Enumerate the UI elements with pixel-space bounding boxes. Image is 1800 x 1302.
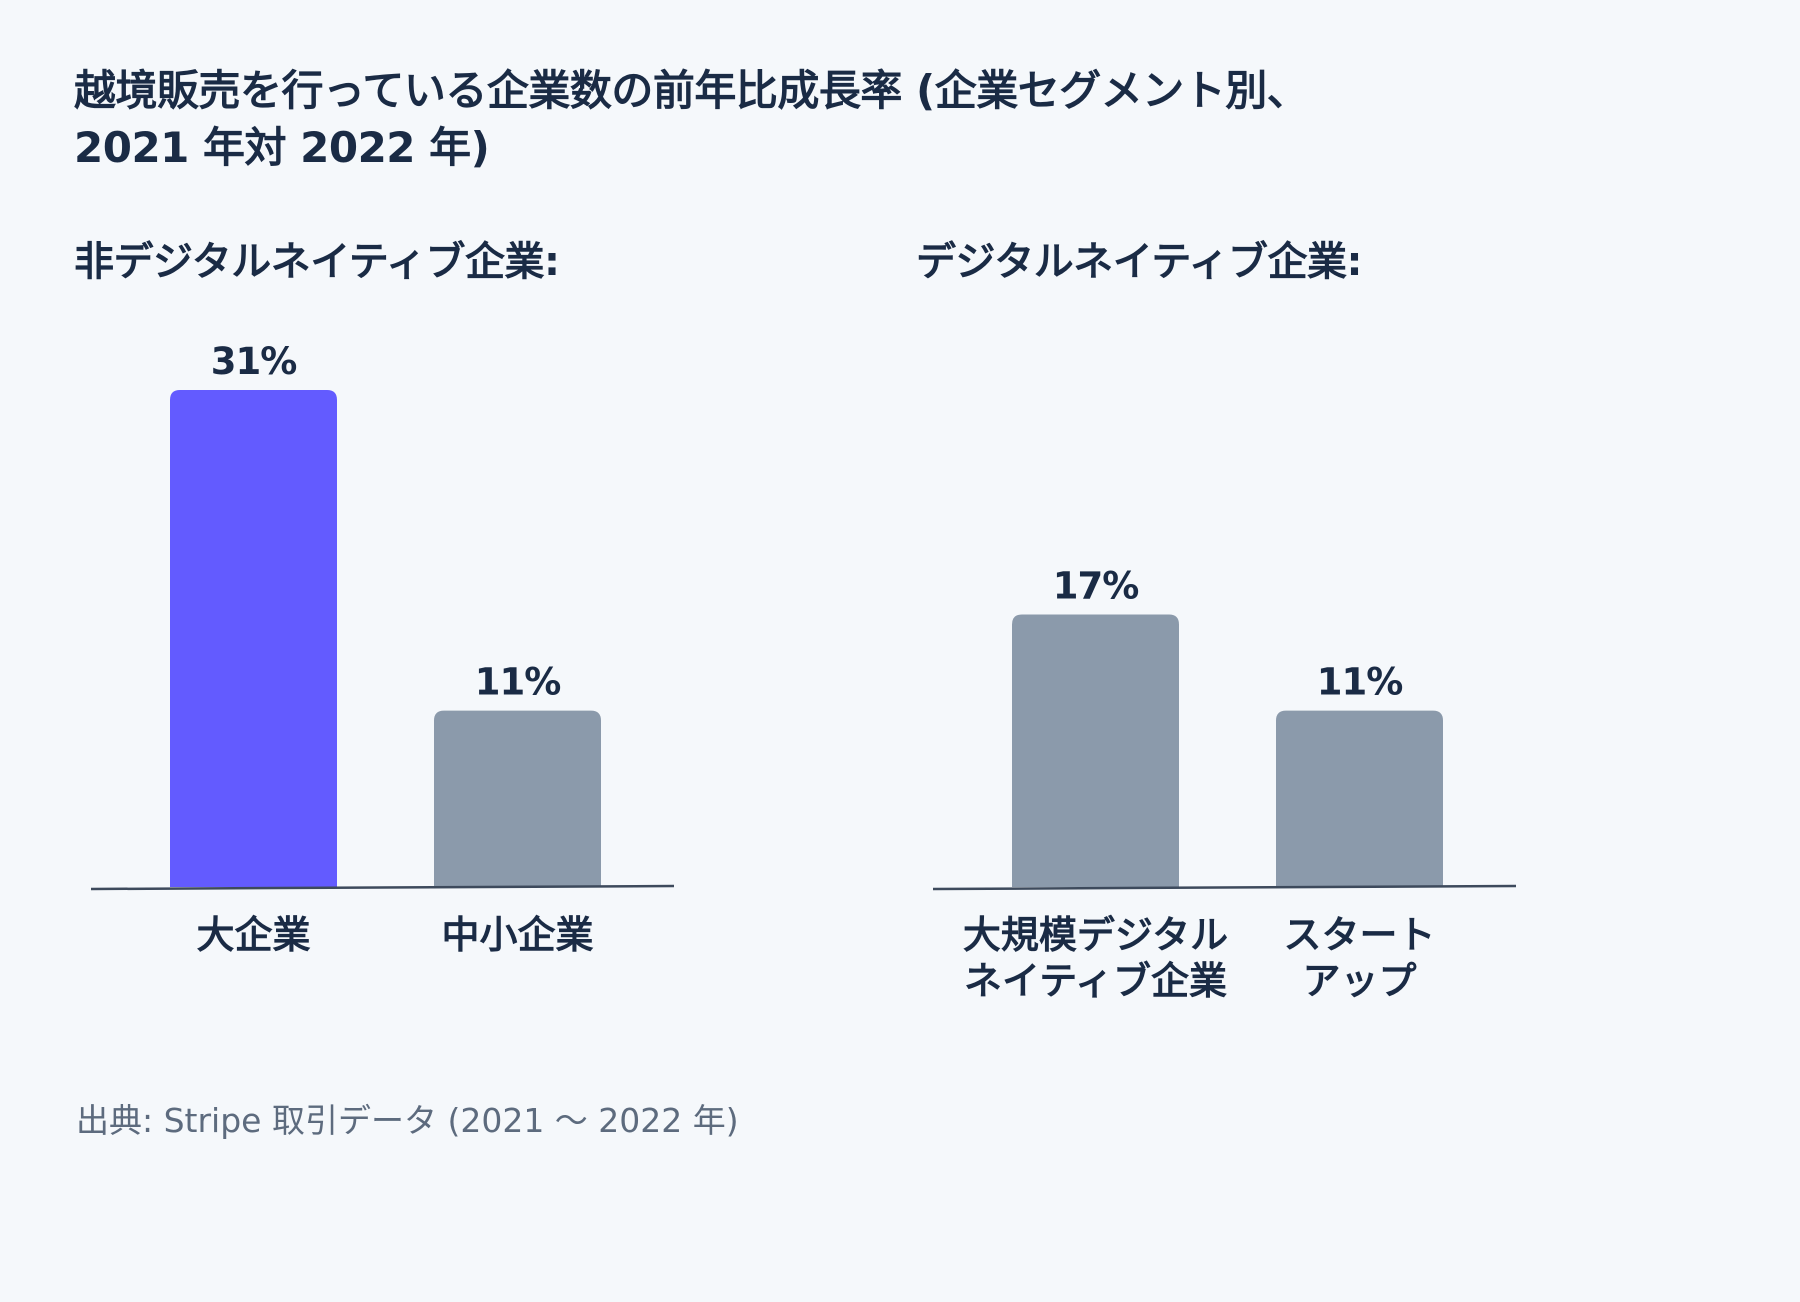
category-label-1-2: 中小企業 bbox=[441, 913, 593, 957]
chart-panel-1: 31% 大企業 11% 中小企業 bbox=[90, 340, 675, 957]
chart-title-line-2: 2021 年対 2022 年) bbox=[74, 123, 490, 172]
source-note: 出典: Stripe 取引データ (2021 ～ 2022 年) bbox=[76, 1101, 739, 1140]
bar-value-label-2-1: 17% bbox=[1053, 564, 1139, 607]
chart-title: 越境販売を行っている企業数の前年比成長率 (企業セグメント別、 2021 年対 … bbox=[74, 62, 1514, 176]
bar-2-2 bbox=[1276, 710, 1443, 887]
bar-2-1 bbox=[1012, 614, 1179, 887]
bar-1-2 bbox=[434, 710, 601, 887]
baseline-axis-2 bbox=[932, 884, 1517, 891]
category-label-2-2-line-2: アップ bbox=[1302, 959, 1416, 1003]
bar-value-label-1-2: 11% bbox=[475, 661, 561, 704]
category-label-2-2-line-1: スタート bbox=[1283, 913, 1435, 957]
panel-title-non-digital-native: 非デジタルネイティブ企業: bbox=[74, 239, 560, 285]
chart-title-line-1: 越境販売を行っている企業数の前年比成長率 (企業セグメント別、 bbox=[74, 66, 1309, 115]
category-label-2-1-line-1: 大規模デジタル bbox=[963, 913, 1228, 957]
bar-value-label-1-1: 31% bbox=[211, 340, 297, 383]
category-label-1-1: 大企業 bbox=[196, 913, 310, 957]
bar-value-label-2-2: 11% bbox=[1317, 661, 1403, 704]
baseline-axis-1 bbox=[90, 884, 675, 891]
bar-1-1 bbox=[170, 390, 337, 887]
category-label-2-1-line-2: ネイティブ企業 bbox=[964, 959, 1227, 1003]
panel-title-digital-native: デジタルネイティブ企業: bbox=[916, 239, 1363, 285]
